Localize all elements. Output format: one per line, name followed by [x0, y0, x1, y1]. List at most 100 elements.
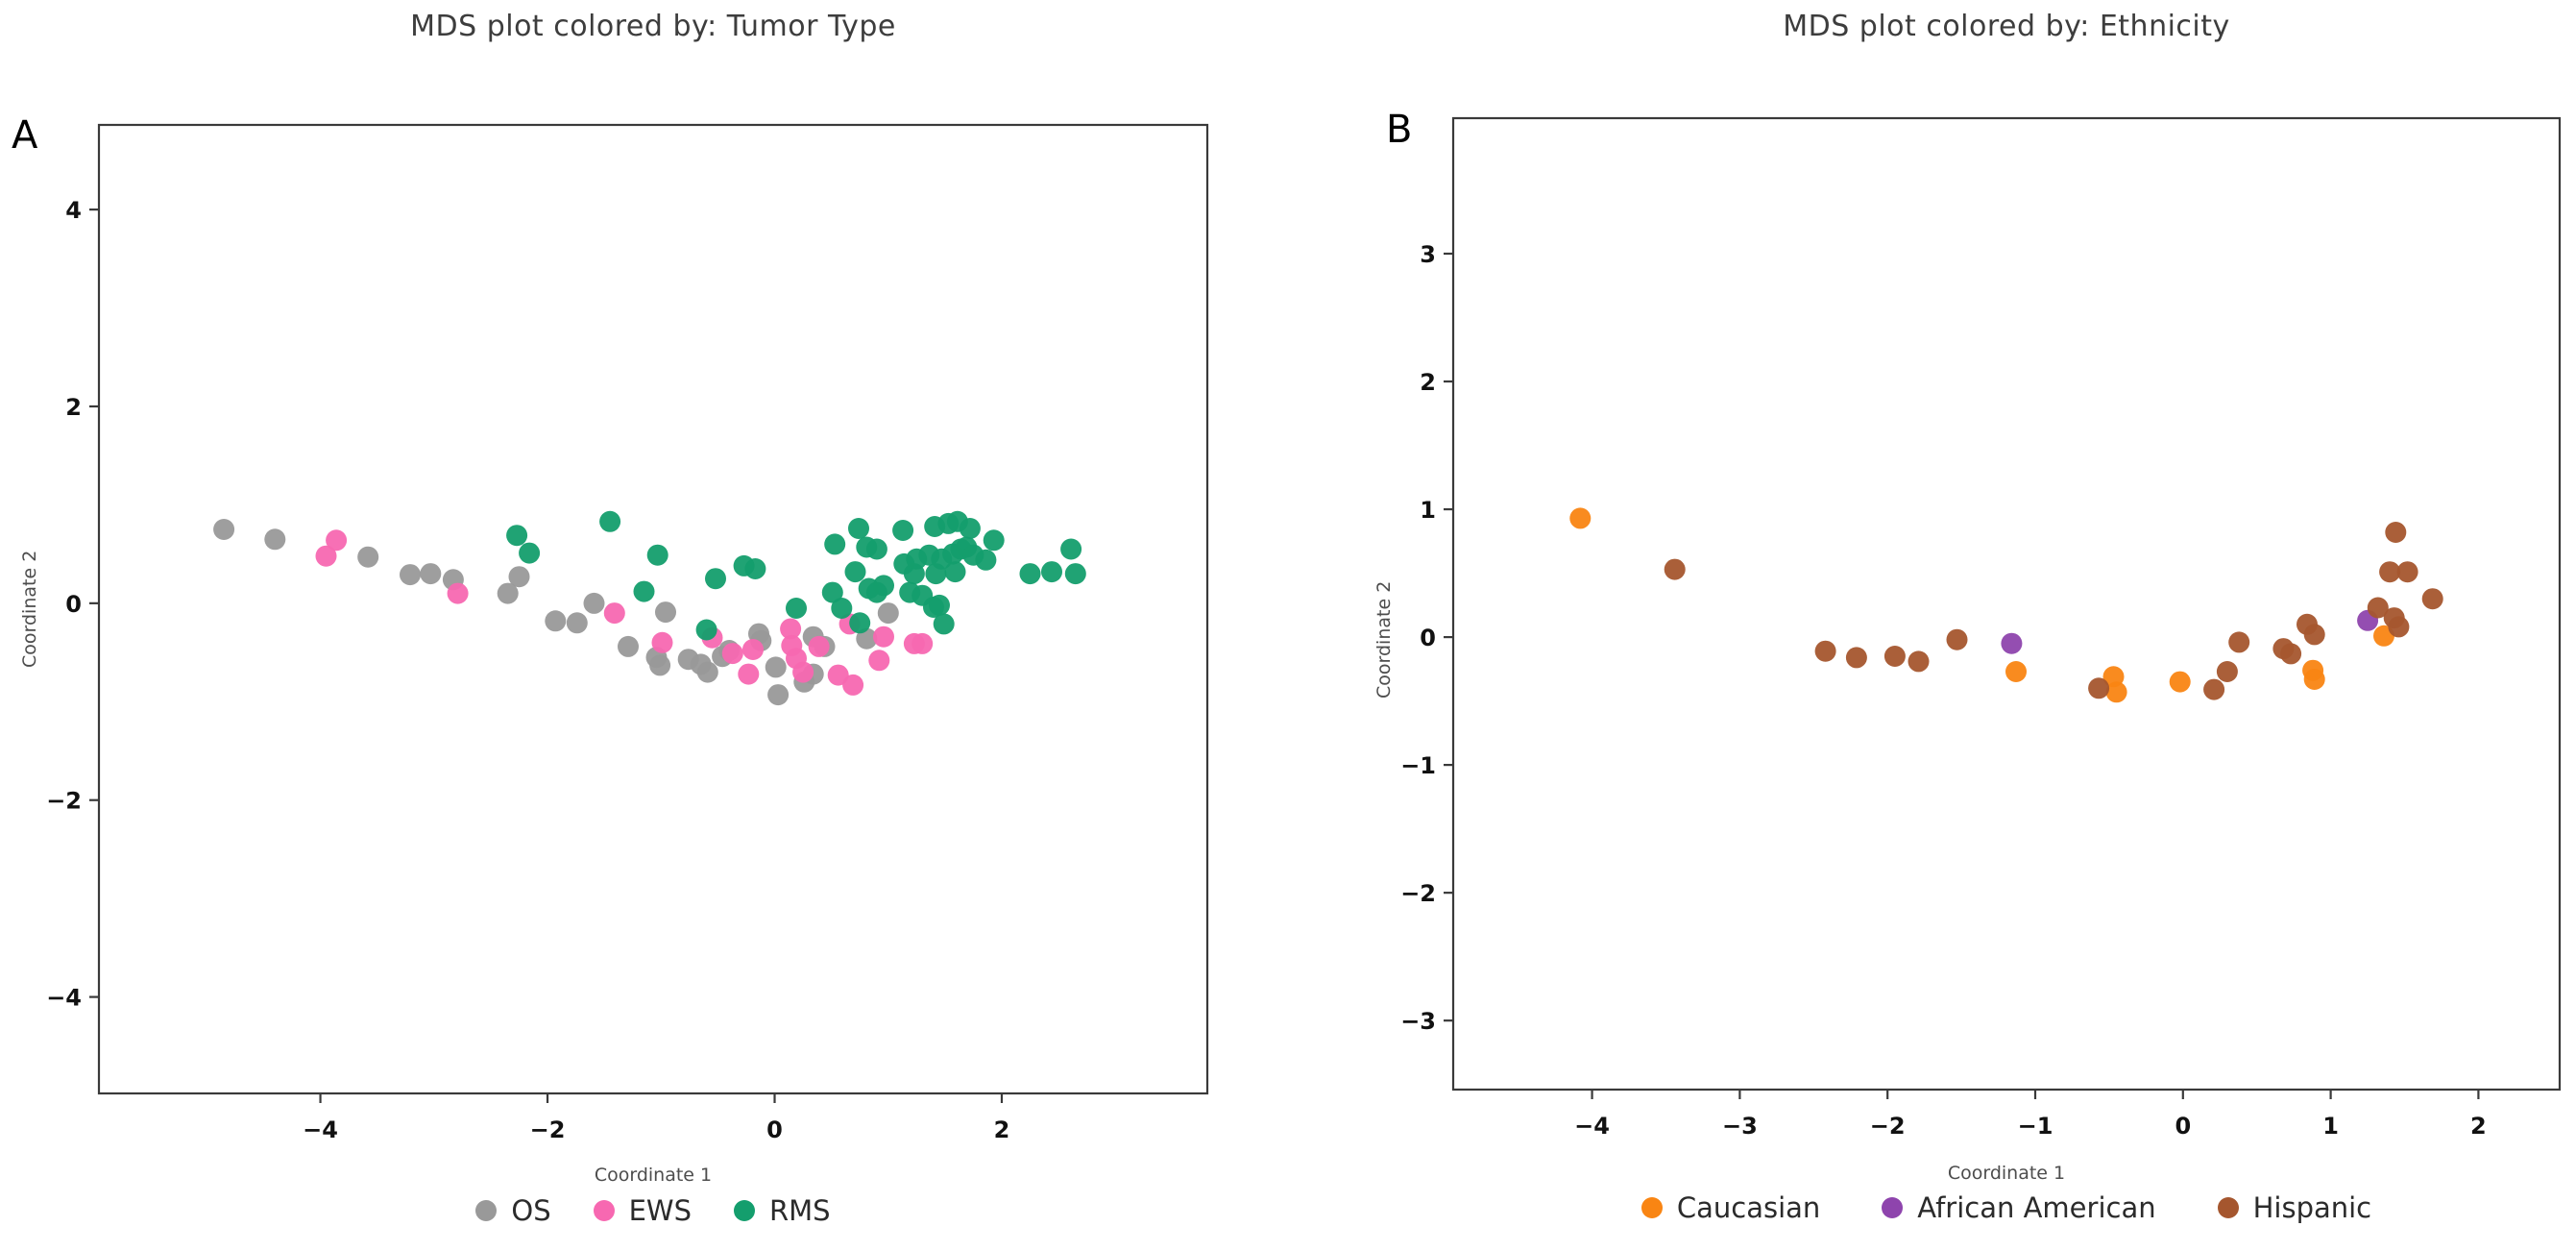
data-point-hispanic	[1908, 650, 1930, 673]
data-point-rms	[506, 525, 528, 547]
data-point-ews	[911, 632, 934, 654]
legend-label-caucasian: Caucasian	[1676, 1191, 1821, 1224]
data-point-hispanic	[2379, 561, 2401, 583]
legend-label-rms: RMS	[769, 1194, 831, 1227]
data-point-rms	[975, 549, 997, 571]
data-point-rms	[744, 558, 766, 579]
data-point-rms	[695, 619, 717, 641]
data-point-ews	[808, 635, 830, 657]
legend-item-ews: EWS	[593, 1194, 693, 1227]
data-point-os	[420, 563, 442, 585]
data-point-rms	[1064, 563, 1086, 585]
x-tick-label: −4	[303, 1116, 338, 1143]
panel-a-y-axis-label: Coordinate 2	[19, 550, 40, 669]
data-point-hispanic	[2203, 678, 2225, 700]
data-point-rms	[944, 561, 966, 583]
data-point-ews	[721, 643, 743, 665]
data-point-rms	[705, 568, 726, 590]
data-point-rms	[849, 612, 871, 634]
data-point-hispanic	[1664, 558, 1686, 580]
data-point-hispanic	[2367, 597, 2389, 619]
data-point-os	[400, 564, 421, 586]
data-point-ews	[780, 618, 802, 640]
data-point-rms	[1019, 563, 1041, 585]
data-point-rms	[821, 581, 843, 603]
y-tick-label: 2	[1420, 369, 1436, 396]
legend-item-os: OS	[475, 1194, 551, 1227]
data-point-rms	[1060, 538, 1082, 560]
x-tick-label: −2	[530, 1116, 566, 1143]
data-point-os	[508, 566, 530, 588]
data-point-hispanic	[2388, 616, 2410, 638]
data-point-os	[618, 635, 639, 657]
y-tick-label: −3	[1400, 1008, 1436, 1035]
data-point-os	[357, 546, 379, 568]
data-point-ews	[827, 664, 849, 686]
legend-label-os: OS	[511, 1194, 551, 1227]
panel-a-label: A	[12, 113, 38, 158]
legend-item-caucasian: Caucasian	[1640, 1191, 1821, 1224]
data-point-os	[877, 602, 899, 625]
data-point-rms	[933, 613, 955, 635]
data-point-ews	[792, 661, 814, 683]
data-point-ews	[315, 545, 337, 567]
y-tick-label: 2	[65, 394, 82, 421]
data-point-rms	[892, 520, 914, 541]
y-tick-label: −4	[46, 985, 82, 1012]
legend-item-african-american: African American	[1882, 1191, 2156, 1224]
data-point-os	[767, 684, 790, 706]
data-point-african-american	[2001, 632, 2023, 654]
data-point-ews	[326, 529, 348, 552]
legend-label-ews: EWS	[628, 1194, 693, 1227]
data-point-rms	[848, 518, 869, 539]
legend-label-african-american: African American	[1917, 1191, 2156, 1224]
panel-b-x-axis-label: Coordinate 1	[1947, 1163, 2066, 1184]
hispanic-dot-icon	[2217, 1197, 2239, 1218]
data-point-os	[213, 519, 235, 540]
data-point-caucasian	[2105, 681, 2127, 703]
legend-item-hispanic: Hispanic	[2217, 1191, 2371, 1224]
data-point-ews	[447, 582, 469, 604]
data-point-hispanic	[1814, 640, 1836, 662]
y-tick-label: −1	[1400, 752, 1436, 779]
data-point-os	[655, 601, 676, 624]
data-point-rms	[824, 533, 846, 555]
data-point-os	[583, 592, 605, 614]
panel-b-legend: Caucasian African American Hispanic	[1453, 1191, 2560, 1224]
caucasian-dot-icon	[1640, 1197, 1663, 1218]
african-american-dot-icon	[1882, 1197, 1904, 1218]
data-point-rms	[865, 538, 887, 560]
data-point-ews	[603, 602, 625, 625]
data-point-rms	[519, 542, 541, 564]
data-point-hispanic	[2396, 561, 2418, 583]
y-tick-label: 4	[65, 197, 82, 224]
data-point-caucasian	[2169, 671, 2191, 693]
data-point-hispanic	[2385, 522, 2407, 543]
data-point-rms	[983, 529, 1005, 552]
data-point-rms	[873, 575, 894, 597]
data-point-hispanic	[2088, 677, 2110, 699]
data-point-ews	[842, 674, 864, 696]
data-point-hispanic	[2216, 661, 2238, 682]
data-point-os	[566, 612, 588, 634]
data-point-rms	[633, 580, 655, 602]
data-point-os	[649, 654, 671, 676]
data-point-rms	[929, 594, 950, 616]
data-point-rms	[959, 518, 981, 539]
y-tick-label: −2	[1400, 880, 1436, 907]
x-tick-label: 2	[2470, 1113, 2487, 1140]
data-point-hispanic	[2280, 643, 2302, 665]
plot-area-border	[1451, 116, 2562, 1092]
data-point-ews	[738, 663, 760, 685]
x-tick-label: −1	[2018, 1113, 2054, 1140]
x-tick-label: −3	[1722, 1113, 1758, 1140]
data-point-os	[765, 656, 787, 678]
data-point-hispanic	[2228, 631, 2250, 653]
data-point-os	[545, 610, 567, 632]
data-point-ews	[742, 639, 764, 660]
data-point-ews	[873, 626, 894, 648]
data-point-hispanic	[2303, 624, 2325, 646]
data-point-rms	[844, 561, 866, 583]
